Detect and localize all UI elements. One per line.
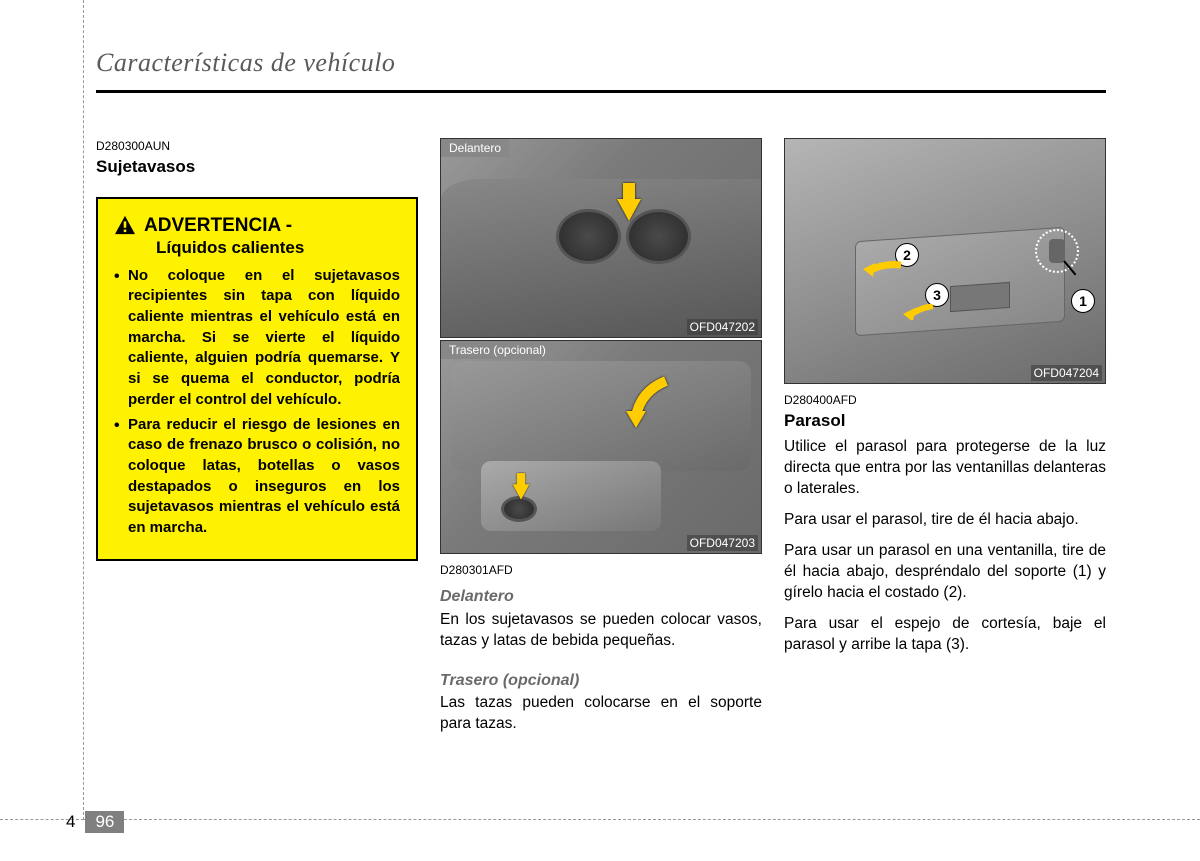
column-2: Delantero OFD047202 Trasero (opcional) O…: [440, 138, 762, 745]
figure-sunvisor: 1 2 3 OFD047204: [784, 138, 1106, 384]
chapter-title: Características de vehículo: [96, 48, 395, 78]
section-heading-sujetavasos: Sujetavasos: [96, 156, 418, 179]
warning-item: No coloque en el sujetavasos recipientes…: [114, 266, 400, 411]
crop-marks-left: [0, 0, 84, 820]
subheading-delantero: Delantero: [440, 586, 762, 608]
warning-subtitle: Líquidos calientes: [156, 237, 400, 260]
subheading-trasero: Trasero (opcional): [440, 670, 762, 692]
crop-marks-bottom: [84, 819, 1200, 820]
arrow-down-icon: [513, 484, 530, 499]
arrow-swish-icon: [903, 304, 939, 320]
column-3: 1 2 3 OFD047204 D280400AFD Parasol Utili…: [784, 138, 1106, 665]
section-heading-parasol: Parasol: [784, 410, 1106, 433]
title-rule: [96, 90, 1106, 93]
figure-label: Delantero: [441, 139, 509, 157]
page-number: 4 96: [62, 809, 124, 835]
warning-list: No coloque en el sujetavasos recipientes…: [114, 266, 400, 539]
warning-item: Para reducir el riesgo de lesiones en ca…: [114, 415, 400, 539]
figure-rear-cupholder: Trasero (opcional) OFD047203: [440, 340, 762, 554]
warning-box: ADVERTENCIA - Líquidos calientes No colo…: [96, 197, 418, 561]
warning-triangle-icon: [114, 215, 136, 235]
warning-title: ADVERTENCIA -: [144, 213, 292, 239]
doc-code: D280301AFD: [440, 562, 762, 578]
figure-code: OFD047204: [1031, 365, 1102, 381]
figure-label: Trasero (opcional): [441, 341, 554, 359]
body-text: Utilice el parasol para protegerse de la…: [784, 437, 1106, 500]
figure-front-cupholder: Delantero OFD047202: [440, 138, 762, 338]
figure-code: OFD047203: [687, 535, 758, 551]
body-text: Para usar un parasol en una ventanilla, …: [784, 541, 1106, 604]
body-text: Las tazas pueden colocarse en el soporte…: [440, 693, 762, 735]
callout-1: 1: [1071, 289, 1095, 313]
warning-header: ADVERTENCIA -: [114, 213, 400, 239]
page-num: 96: [85, 811, 124, 833]
arrow-swish-icon: [863, 261, 903, 277]
arrow-curved-icon: [626, 376, 676, 431]
arrow-down-icon: [617, 199, 641, 221]
figure-code: OFD047202: [687, 319, 758, 335]
body-text: En los sujetavasos se pueden colocar vas…: [440, 610, 762, 652]
doc-code: D280400AFD: [784, 392, 1106, 408]
body-text: Para usar el espejo de cortesía, baje el…: [784, 614, 1106, 656]
doc-code: D280300AUN: [96, 138, 418, 154]
page-chapter: 4: [62, 812, 83, 832]
body-text: Para usar el parasol, tire de él hacia a…: [784, 510, 1106, 531]
column-1: D280300AUN Sujetavasos ADVERTENCIA - Líq…: [96, 138, 418, 561]
